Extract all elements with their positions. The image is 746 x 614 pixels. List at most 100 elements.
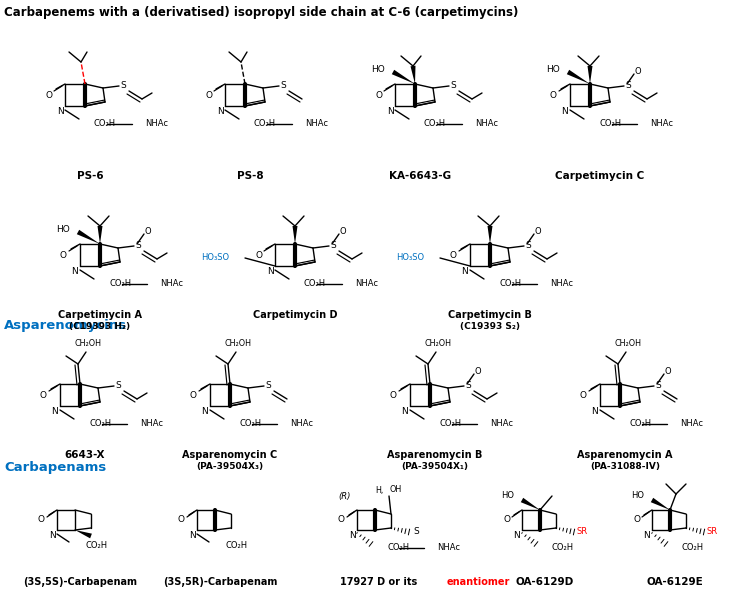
Text: S: S bbox=[625, 82, 631, 90]
Text: CO₂H: CO₂H bbox=[387, 543, 409, 553]
Text: CO₂H: CO₂H bbox=[239, 419, 261, 429]
Text: CO₂H: CO₂H bbox=[629, 419, 651, 429]
Text: (R): (R) bbox=[339, 491, 351, 500]
Text: HO: HO bbox=[372, 66, 385, 74]
Text: N: N bbox=[644, 530, 651, 540]
Text: enantiomer: enantiomer bbox=[447, 577, 510, 587]
Text: CO₂H: CO₂H bbox=[599, 120, 621, 128]
Text: Carpetimycin C: Carpetimycin C bbox=[555, 171, 645, 181]
Text: O: O bbox=[550, 90, 557, 99]
Text: N: N bbox=[514, 530, 521, 540]
Text: N: N bbox=[216, 106, 223, 115]
Polygon shape bbox=[410, 66, 416, 84]
Text: HO: HO bbox=[501, 491, 514, 500]
Text: HO: HO bbox=[546, 66, 560, 74]
Text: OA-6129D: OA-6129D bbox=[516, 577, 574, 587]
Text: N: N bbox=[401, 406, 408, 416]
Text: S: S bbox=[465, 381, 471, 391]
Text: CO₂H: CO₂H bbox=[85, 542, 107, 551]
Text: Carpetimycin B: Carpetimycin B bbox=[448, 310, 532, 320]
Text: S: S bbox=[450, 82, 456, 90]
Text: CO₂H: CO₂H bbox=[439, 419, 461, 429]
Text: HO: HO bbox=[56, 225, 70, 235]
Polygon shape bbox=[77, 230, 100, 244]
Text: O: O bbox=[665, 367, 671, 376]
Text: CO₂H: CO₂H bbox=[304, 279, 326, 289]
Text: H,: H, bbox=[374, 486, 383, 494]
Text: KA-6643-G: KA-6643-G bbox=[389, 171, 451, 181]
Text: N: N bbox=[592, 406, 598, 416]
Text: O: O bbox=[178, 516, 185, 524]
Text: NHAc: NHAc bbox=[355, 279, 378, 289]
Text: N: N bbox=[462, 266, 468, 276]
Text: (3S,5S)-Carbapenam: (3S,5S)-Carbapenam bbox=[23, 577, 137, 587]
Text: NHAc: NHAc bbox=[680, 419, 703, 429]
Text: CO₂H: CO₂H bbox=[94, 120, 116, 128]
Text: O: O bbox=[375, 90, 382, 99]
Text: CO₂H: CO₂H bbox=[552, 543, 574, 553]
Text: O: O bbox=[450, 251, 457, 260]
Text: O: O bbox=[474, 367, 481, 376]
Text: NHAc: NHAc bbox=[475, 120, 498, 128]
Text: S: S bbox=[280, 82, 286, 90]
Polygon shape bbox=[651, 498, 670, 510]
Text: SR: SR bbox=[706, 527, 718, 537]
Text: N: N bbox=[201, 406, 208, 416]
Text: O: O bbox=[205, 90, 212, 99]
Text: O: O bbox=[503, 516, 510, 524]
Text: S: S bbox=[120, 82, 126, 90]
Text: NHAc: NHAc bbox=[437, 543, 460, 553]
Text: Asparenomycin A: Asparenomycin A bbox=[577, 450, 673, 460]
Text: S: S bbox=[413, 527, 419, 537]
Text: SR: SR bbox=[577, 527, 588, 537]
Text: Carpetimycin A: Carpetimycin A bbox=[58, 310, 142, 320]
Text: NHAc: NHAc bbox=[305, 120, 328, 128]
Text: CO₂H: CO₂H bbox=[225, 542, 247, 551]
Text: (3S,5R)-Carbapenam: (3S,5R)-Carbapenam bbox=[163, 577, 278, 587]
Text: O: O bbox=[633, 516, 640, 524]
Text: NHAc: NHAc bbox=[650, 120, 673, 128]
Text: NHAc: NHAc bbox=[490, 419, 513, 429]
Text: Asparenomycins: Asparenomycins bbox=[4, 319, 127, 332]
Text: OA-6129E: OA-6129E bbox=[647, 577, 703, 587]
Text: NHAc: NHAc bbox=[550, 279, 573, 289]
Text: N: N bbox=[51, 406, 58, 416]
Text: (C19393 H₂): (C19393 H₂) bbox=[69, 322, 131, 330]
Text: N: N bbox=[562, 106, 568, 115]
Text: HO₃SO: HO₃SO bbox=[201, 254, 229, 263]
Text: O: O bbox=[60, 251, 67, 260]
Text: PS-6: PS-6 bbox=[77, 171, 103, 181]
Text: Carbapenems with a (derivatised) isopropyl side chain at C-6 (carpetimycins): Carbapenems with a (derivatised) isoprop… bbox=[4, 6, 518, 19]
Text: N: N bbox=[48, 530, 55, 540]
Polygon shape bbox=[98, 226, 102, 244]
Text: CO₂H: CO₂H bbox=[109, 279, 131, 289]
Text: O: O bbox=[338, 516, 345, 524]
Text: CH₂OH: CH₂OH bbox=[225, 340, 251, 349]
Text: NHAc: NHAc bbox=[160, 279, 183, 289]
Text: CO₂H: CO₂H bbox=[682, 543, 704, 553]
Text: O: O bbox=[580, 391, 587, 400]
Text: N: N bbox=[189, 530, 195, 540]
Text: N: N bbox=[386, 106, 393, 115]
Text: S: S bbox=[655, 381, 661, 391]
Text: O: O bbox=[339, 227, 346, 236]
Text: O: O bbox=[635, 66, 642, 76]
Text: O: O bbox=[38, 516, 45, 524]
Text: NHAc: NHAc bbox=[140, 419, 163, 429]
Text: Carpetimycin D: Carpetimycin D bbox=[253, 310, 337, 320]
Text: N: N bbox=[348, 530, 355, 540]
Text: Carbapenams: Carbapenams bbox=[4, 461, 106, 474]
Text: (PA-31088-IV): (PA-31088-IV) bbox=[590, 462, 660, 472]
Text: Asparenomycin C: Asparenomycin C bbox=[182, 450, 278, 460]
Text: S: S bbox=[330, 241, 336, 251]
Text: PS-8: PS-8 bbox=[236, 171, 263, 181]
Text: O: O bbox=[40, 391, 47, 400]
Text: O: O bbox=[190, 391, 197, 400]
Text: CO₂H: CO₂H bbox=[424, 120, 446, 128]
Text: S: S bbox=[135, 241, 141, 251]
Text: O: O bbox=[535, 227, 542, 236]
Text: NHAc: NHAc bbox=[290, 419, 313, 429]
Text: (PA-39504X₃): (PA-39504X₃) bbox=[196, 462, 263, 472]
Text: O: O bbox=[390, 391, 397, 400]
Text: (C19393 S₂): (C19393 S₂) bbox=[460, 322, 520, 330]
